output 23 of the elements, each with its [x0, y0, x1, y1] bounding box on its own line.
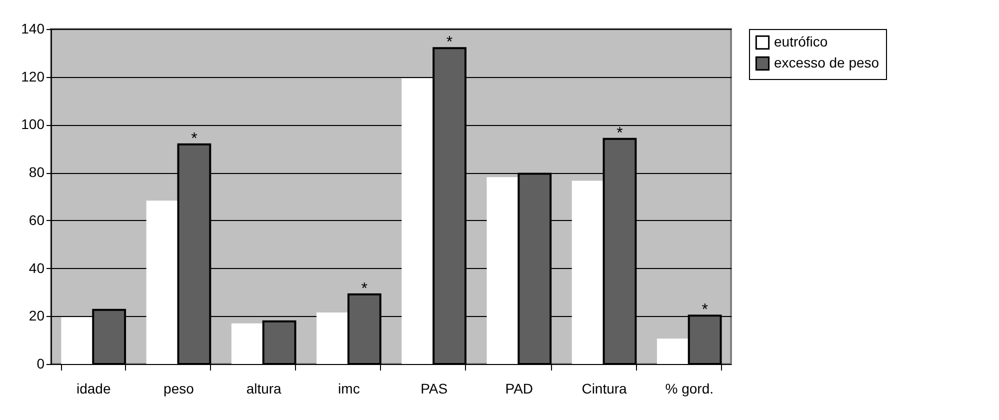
annotation: *	[361, 280, 368, 298]
x-tick-label: PAS	[420, 380, 448, 396]
annotation: *	[446, 34, 453, 52]
y-tick-label: 80	[28, 164, 45, 180]
legend-label: eutrófico	[774, 34, 828, 50]
y-tick-label: 140	[21, 20, 45, 36]
legend-label: excesso de peso	[774, 54, 880, 70]
x-tick-label: imc	[338, 380, 360, 396]
x-tick-label: PAD	[505, 380, 534, 396]
y-tick-label: 40	[28, 260, 45, 276]
y-tick-label: 60	[28, 212, 45, 228]
annotation: *	[702, 302, 708, 319]
y-tick-label: 120	[21, 68, 45, 84]
annotation: *	[191, 130, 198, 148]
y-tick-label: 100	[21, 116, 45, 132]
x-tick-label: Cintura	[582, 380, 628, 396]
x-tick-label: idade	[76, 380, 111, 396]
annotation: *	[616, 124, 623, 142]
x-tick-label: altura	[246, 380, 282, 396]
y-tick-label: 20	[28, 308, 45, 324]
y-tick-label: 0	[36, 356, 45, 372]
x-tick-label: peso	[164, 380, 194, 396]
x-tick-label: % gord.	[665, 380, 714, 396]
